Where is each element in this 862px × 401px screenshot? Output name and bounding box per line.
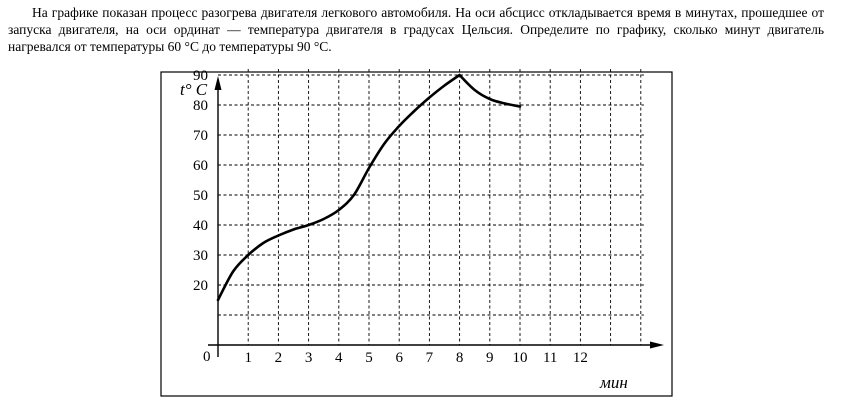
x-tick-label: 4 [335,350,343,366]
x-tick-label: 9 [486,350,494,366]
x-tick-label: 1 [244,350,252,366]
x-tick-label: 6 [395,350,403,366]
y-tick-label: 70 [193,128,208,144]
y-tick-label: 50 [193,188,208,204]
y-axis-label: t° C [180,80,208,99]
y-tick-label: 40 [193,218,208,234]
chart-frame [160,71,673,397]
problem-statement: На графике показан процесс разогрева дви… [8,4,824,55]
x-tick-label: 3 [305,350,313,366]
x-tick-label: 5 [365,350,373,366]
x-axis-label: мин [599,373,628,392]
grid [218,69,644,345]
plot-area [216,73,522,302]
x-tick-label: 10 [513,350,528,366]
x-tick-label: 2 [275,350,283,366]
x-tick-label: 12 [573,350,588,366]
temperature-curve [216,73,522,302]
x-tick-label: 11 [543,350,557,366]
problem-text: На графике показан процесс разогрева дви… [8,5,824,54]
x-tick-label: 8 [456,350,464,366]
y-tick-label: 80 [193,98,208,114]
x-axis-arrow [650,341,664,349]
y-tick-label: 60 [193,158,208,174]
axes [208,76,664,357]
y-tick-label: 90 [193,68,208,84]
x-tick-label: 7 [426,350,434,366]
y-tick-label: 20 [193,278,208,294]
y-axis-arrow [214,76,222,90]
origin-label: 0 [203,349,211,365]
y-tick-label: 30 [193,248,208,264]
